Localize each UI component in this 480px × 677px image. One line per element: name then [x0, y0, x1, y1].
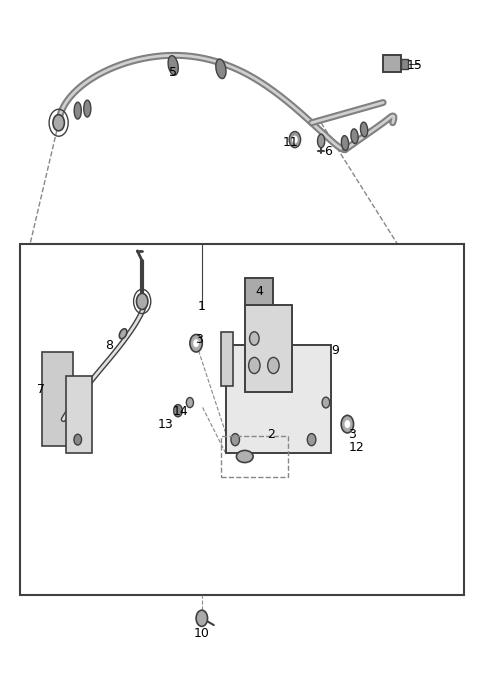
Text: 5: 5 — [169, 66, 177, 79]
Circle shape — [268, 357, 279, 374]
Text: 10: 10 — [194, 628, 210, 640]
Bar — [245, 278, 274, 305]
Ellipse shape — [341, 135, 348, 150]
Ellipse shape — [360, 122, 368, 137]
Bar — [245, 305, 292, 393]
Circle shape — [193, 339, 199, 347]
Bar — [245, 305, 292, 393]
Bar — [226, 345, 331, 453]
Text: 4: 4 — [255, 285, 263, 298]
Circle shape — [190, 334, 202, 352]
Ellipse shape — [120, 329, 127, 338]
Circle shape — [345, 420, 350, 428]
Text: 12: 12 — [349, 441, 365, 454]
Bar — [401, 59, 408, 69]
Circle shape — [196, 610, 207, 626]
Bar — [221, 332, 233, 386]
Text: 2: 2 — [267, 428, 275, 441]
Circle shape — [250, 332, 259, 345]
Text: 13: 13 — [158, 418, 174, 431]
Circle shape — [231, 433, 240, 445]
Bar — [221, 436, 288, 477]
Bar — [66, 376, 92, 453]
Bar — [21, 244, 464, 594]
Text: 1: 1 — [198, 300, 206, 313]
Text: 9: 9 — [332, 344, 339, 357]
Bar — [383, 56, 401, 72]
Circle shape — [292, 135, 298, 144]
Bar — [383, 56, 401, 72]
Circle shape — [174, 405, 182, 417]
Circle shape — [74, 434, 82, 445]
Text: 15: 15 — [406, 59, 422, 72]
Circle shape — [136, 293, 148, 309]
Ellipse shape — [84, 100, 91, 117]
Ellipse shape — [237, 450, 253, 462]
Ellipse shape — [168, 56, 178, 75]
Text: 6: 6 — [324, 145, 332, 158]
Ellipse shape — [174, 405, 182, 417]
Text: 8: 8 — [105, 338, 113, 352]
Circle shape — [249, 357, 260, 374]
Circle shape — [53, 114, 64, 131]
Text: 14: 14 — [172, 405, 188, 418]
Bar — [245, 278, 274, 305]
Ellipse shape — [351, 129, 358, 144]
Text: 11: 11 — [282, 137, 298, 150]
Circle shape — [341, 416, 354, 433]
Ellipse shape — [318, 134, 324, 148]
Circle shape — [307, 433, 316, 445]
Bar — [226, 345, 331, 453]
Circle shape — [289, 131, 300, 148]
Text: 3: 3 — [348, 429, 356, 441]
Ellipse shape — [74, 102, 81, 119]
Ellipse shape — [186, 397, 193, 408]
Text: 7: 7 — [36, 383, 45, 395]
Circle shape — [322, 397, 330, 408]
Text: 3: 3 — [195, 333, 204, 347]
Bar — [42, 352, 73, 446]
Ellipse shape — [216, 59, 226, 79]
